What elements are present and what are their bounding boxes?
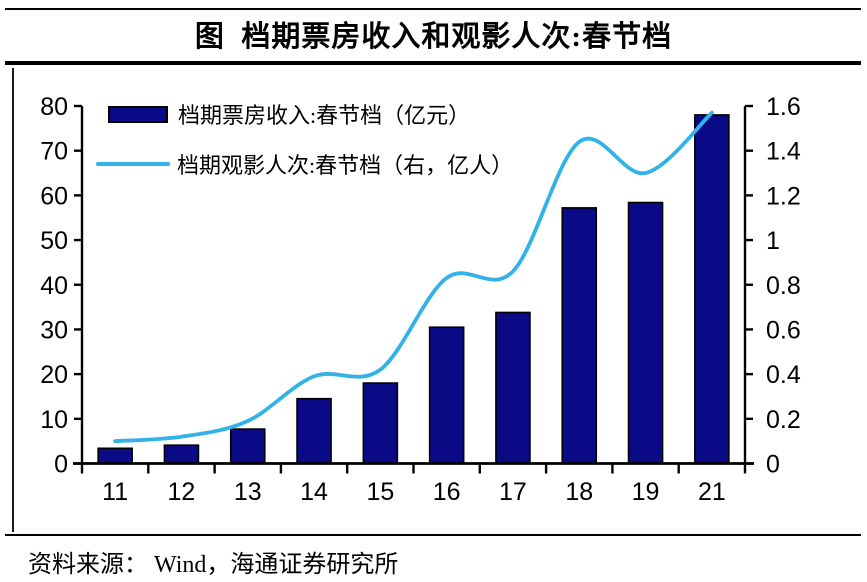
right-axis-label: 0.6: [766, 316, 801, 344]
x-axis-label: 14: [300, 478, 328, 506]
bar-15: [362, 382, 399, 465]
right-axis-label: 0.2: [766, 406, 801, 434]
right-axis-label: 1: [766, 227, 780, 255]
legend: 档期票房收入:春节档（亿元） 档期观影人次:春节档（右，亿人）: [96, 99, 513, 199]
top-rule: [5, 8, 861, 10]
legend-item-boxoffice: 档期票房收入:春节档（亿元）: [96, 99, 513, 129]
bar-18: [561, 207, 598, 465]
left-axis-label: 70: [40, 138, 68, 166]
left-axis-label: 10: [40, 406, 68, 434]
x-axis-label: 18: [565, 478, 593, 506]
left-axis-label: 20: [40, 361, 68, 389]
x-axis-label: 11: [102, 478, 128, 506]
bar-11: [97, 447, 133, 465]
x-axis-label: 13: [234, 478, 262, 506]
bar-16: [428, 326, 465, 465]
right-axis-label: 0: [766, 451, 780, 479]
legend-line-label: 档期观影人次:春节档（右，亿人）: [177, 153, 514, 178]
x-axis-label: 12: [168, 478, 196, 506]
x-axis-label: 15: [366, 478, 394, 506]
right-axis-label: 1.6: [766, 93, 801, 121]
x-axis-label: 17: [499, 478, 527, 506]
left-axis-label: 50: [40, 227, 68, 255]
bar-19: [627, 201, 664, 465]
bar-12: [163, 444, 200, 465]
title-rule: [5, 61, 861, 65]
bottom-rule: [5, 534, 861, 536]
chart-title: 图 档期票房收入和观影人次:春节档: [194, 21, 673, 53]
left-axis-label: 80: [40, 93, 68, 121]
x-axis-label: 21: [698, 478, 726, 506]
legend-item-admissions: 档期观影人次:春节档（右，亿人）: [96, 149, 513, 179]
source-note: 资料来源： Wind，海通证券研究所: [28, 552, 399, 578]
x-axis-label: 16: [433, 478, 461, 506]
right-axis-label: 1.2: [766, 182, 801, 210]
legend-line-swatch: [96, 162, 170, 166]
figure-left-border: [12, 68, 14, 532]
right-axis-label: 1.4: [766, 138, 801, 166]
bar-21: [694, 114, 730, 465]
left-axis-label: 30: [40, 316, 68, 344]
left-axis-label: 60: [40, 182, 68, 210]
right-axis-label: 0.8: [766, 272, 801, 300]
admissions-trend-line: [113, 110, 714, 444]
left-axis-label: 0: [54, 451, 68, 479]
bar-13: [229, 428, 266, 465]
right-axis-label: 0.4: [766, 361, 801, 389]
bar-17: [495, 311, 531, 465]
legend-bar-swatch: [108, 105, 168, 123]
legend-bar-label: 档期票房收入:春节档（亿元）: [178, 103, 471, 128]
left-axis-label: 40: [40, 272, 68, 300]
x-axis-label: 19: [632, 478, 660, 506]
bar-14: [296, 397, 332, 465]
